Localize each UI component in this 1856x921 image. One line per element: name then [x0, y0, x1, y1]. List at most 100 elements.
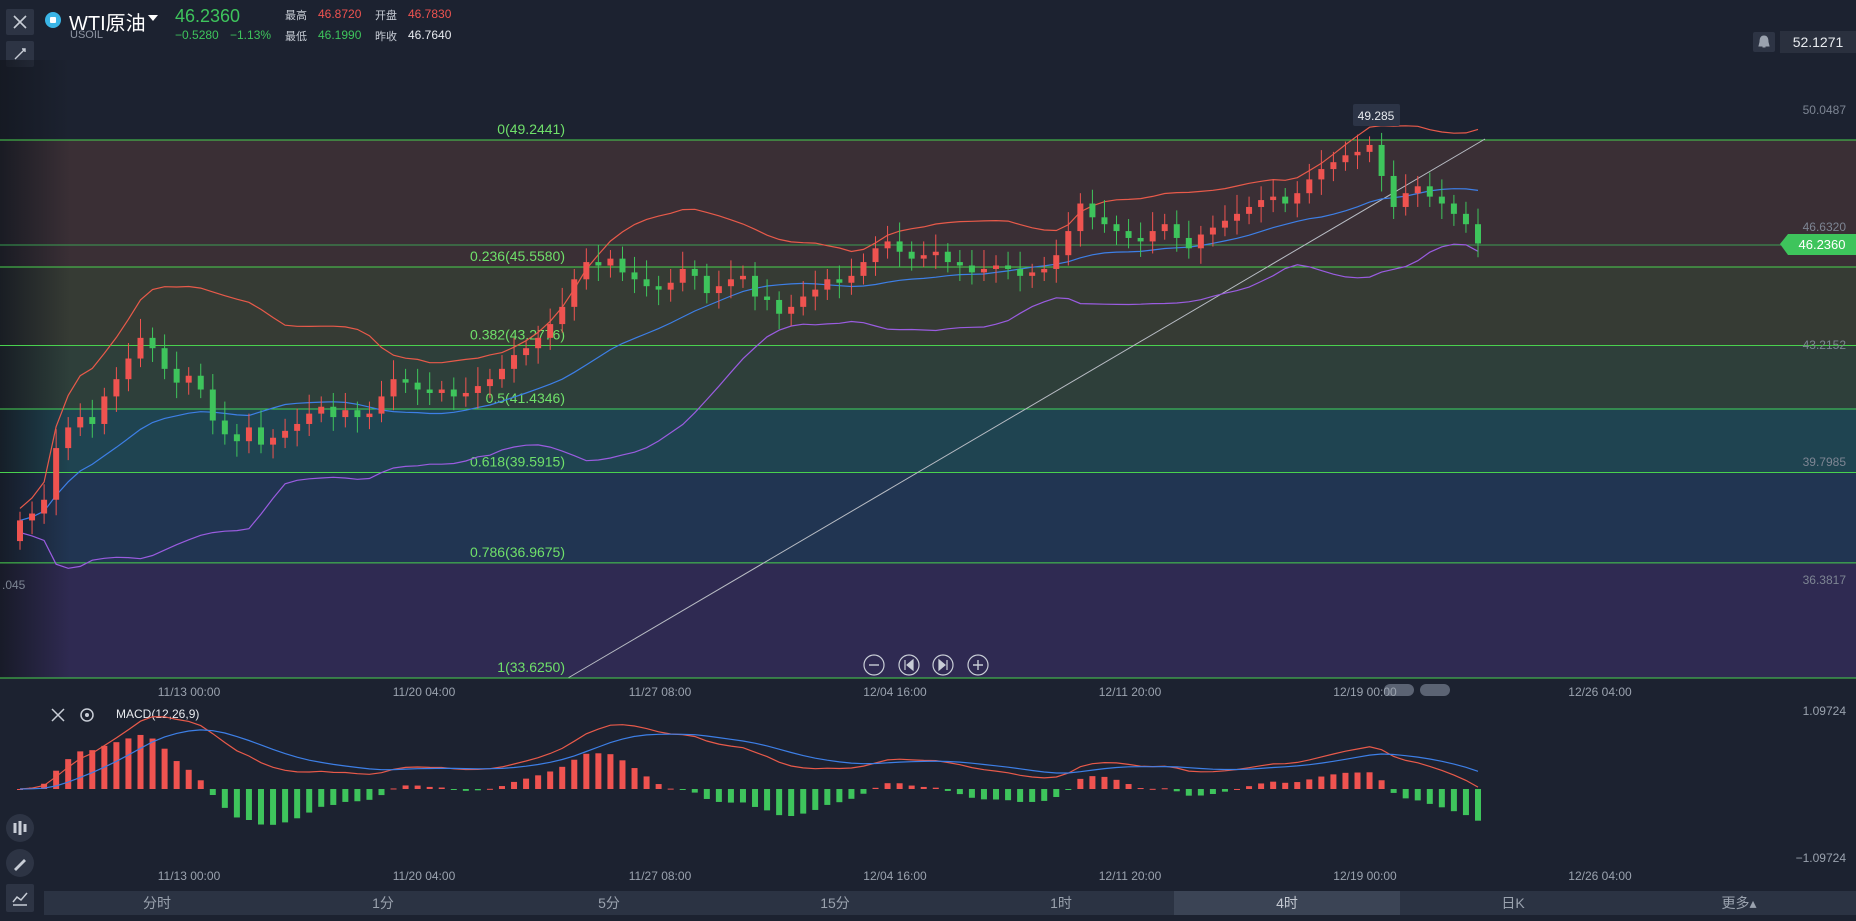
macd-histogram-bar — [872, 787, 879, 789]
candle-body — [884, 241, 891, 249]
macd-settings-gear-icon[interactable] — [80, 708, 94, 722]
tab-more[interactable]: 更多▴ — [1721, 895, 1757, 911]
candle-body — [1185, 237, 1192, 249]
tab-1min[interactable]: 1分 — [372, 895, 394, 911]
macd-histogram-bar — [752, 789, 759, 807]
candle-body — [1450, 203, 1457, 214]
candle-body — [980, 268, 987, 273]
open-value: 46.7830 — [408, 7, 452, 21]
candle-body — [89, 417, 96, 424]
candle-body — [1354, 151, 1361, 156]
zoom-in-button[interactable] — [967, 654, 989, 676]
fib-label-0.382: 0.382(43.2776) — [470, 327, 565, 343]
candle-body — [1318, 169, 1325, 180]
candle-body — [1101, 217, 1108, 225]
macd-histogram-bar — [1234, 788, 1241, 790]
macd-histogram-bar — [800, 789, 807, 814]
zoom-out-button[interactable] — [863, 654, 885, 676]
candle-body — [1342, 155, 1349, 163]
high-marker-text: 49.285 — [1358, 109, 1395, 123]
macd-histogram-bar — [125, 738, 132, 789]
macd-histogram-bar — [1137, 788, 1144, 790]
candle-body — [1137, 237, 1144, 242]
step-back-button[interactable] — [898, 654, 920, 676]
macd-close-icon[interactable] — [51, 708, 65, 722]
symbol-name[interactable]: WTI原油 — [69, 13, 146, 35]
chart-type-button[interactable] — [6, 884, 34, 912]
candle-body — [173, 368, 180, 383]
step-forward-button[interactable] — [932, 654, 954, 676]
candle-body — [679, 268, 686, 283]
time-axis-macd: 11/13 00:00 11/20 04:00 11/27 08:00 12/04 1… — [158, 869, 1632, 883]
macd-histogram-bar — [426, 786, 433, 789]
candle-body — [956, 262, 963, 266]
tab-1h[interactable]: 1时 — [1050, 895, 1072, 911]
macd-histogram-bar — [932, 787, 939, 789]
price-axis-label: 46.6320 — [1803, 220, 1847, 234]
macd-histogram-bar — [1053, 789, 1060, 798]
candle-body — [318, 406, 325, 414]
macd-histogram-bar — [1077, 778, 1084, 789]
candle-body — [1077, 203, 1084, 232]
top-price-label: 52.1271 — [1780, 31, 1856, 53]
candle-body — [282, 430, 289, 438]
macd-histogram-bar — [1390, 789, 1397, 793]
tab-15min[interactable]: 15分 — [820, 895, 850, 911]
macd-histogram-bar — [209, 789, 216, 795]
macd-histogram-bar — [764, 789, 771, 811]
tab-daily[interactable]: 日K — [1501, 895, 1525, 911]
chart-nav-controls — [863, 654, 989, 676]
candle-body — [1475, 224, 1481, 244]
candle-body — [739, 275, 746, 280]
fib-zone-4 — [0, 472, 1856, 563]
indicator-tool-button[interactable] — [6, 814, 34, 842]
draw-tool-button[interactable] — [6, 849, 34, 877]
macd-histogram-bar — [715, 789, 722, 802]
candle-body — [1197, 234, 1204, 249]
macd-histogram-bar — [1017, 789, 1024, 802]
macd-histogram-bar — [462, 789, 469, 791]
macd-histogram-bar — [523, 778, 530, 789]
fib-zone-5 — [0, 563, 1856, 678]
candle-body — [1149, 231, 1156, 242]
candle-body — [41, 499, 48, 514]
macd-histogram-bar — [993, 789, 1000, 800]
tab-fenshi[interactable]: 分时 — [143, 895, 171, 911]
candle-body — [342, 410, 349, 418]
macd-histogram-bar — [245, 789, 252, 821]
candle-body — [390, 379, 397, 397]
macd-histogram-bar — [1065, 789, 1072, 790]
candle-body — [161, 348, 168, 369]
alert-button[interactable] — [1753, 32, 1775, 52]
candle-body — [776, 299, 783, 314]
tab-4h[interactable]: 4时 — [1174, 891, 1400, 915]
candle-body — [643, 279, 650, 287]
trend-line[interactable] — [567, 138, 1486, 679]
candle-body — [17, 520, 23, 542]
candle-body — [245, 427, 252, 442]
macd-histogram-bar — [1197, 789, 1204, 796]
macd-histogram-bar — [1161, 788, 1168, 790]
candle-body — [197, 375, 204, 390]
fib-label-1: 1(33.6250) — [497, 659, 565, 675]
time-tick-label: 12/19 00:00 — [1333, 869, 1397, 883]
time-axis-main: 11/13 00:00 11/20 04:00 11/27 08:00 12/04 1… — [158, 685, 1632, 699]
macd-histogram-bar — [1294, 782, 1301, 789]
close-button[interactable] — [6, 9, 34, 35]
candle-body — [631, 272, 638, 280]
symbol-dropdown-chevron-down-icon[interactable] — [148, 15, 158, 21]
candle-body — [426, 389, 433, 393]
candle-body — [836, 279, 843, 283]
candle-body — [294, 423, 301, 431]
macd-histogram-bar — [679, 789, 686, 790]
candle-body — [1209, 227, 1216, 235]
candle-body — [932, 251, 939, 256]
macd-histogram-bar — [1005, 789, 1012, 801]
macd-histogram-bar — [896, 783, 903, 789]
tab-5min[interactable]: 5分 — [598, 895, 620, 911]
fib-label-0.618: 0.618(39.5915) — [470, 453, 565, 469]
macd-histogram-bar — [1426, 789, 1433, 804]
candle-body — [402, 379, 409, 383]
scroll-indicator[interactable] — [1384, 684, 1450, 696]
